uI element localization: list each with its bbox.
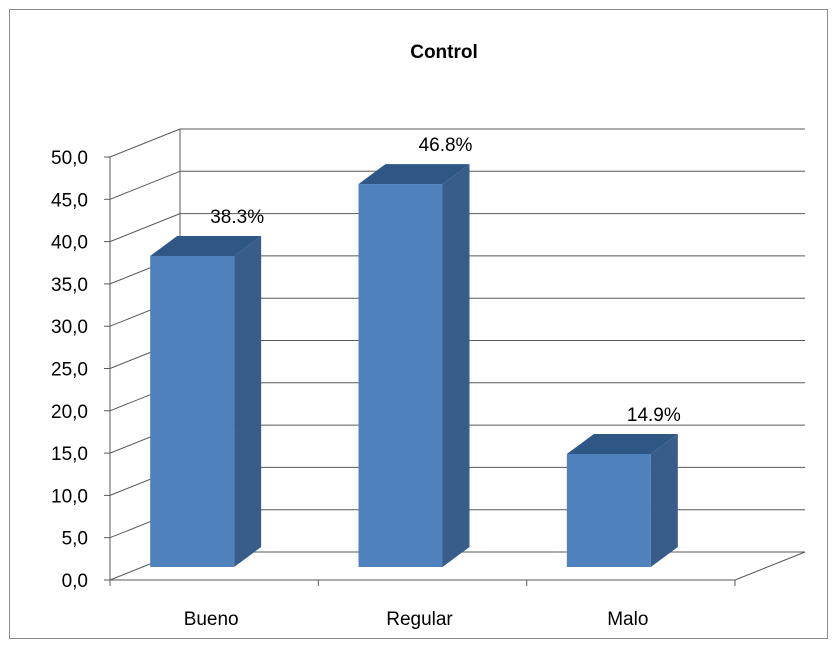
x-category-label: Bueno <box>184 609 239 630</box>
bar-front-face <box>358 184 443 567</box>
bar-side-face <box>442 164 470 567</box>
y-tick-label: 5,0 <box>62 529 88 550</box>
bar-side-face <box>650 433 678 567</box>
chart-title: Control <box>410 42 478 63</box>
y-tick-label: 30,0 <box>51 317 88 338</box>
bar-regular <box>358 164 470 567</box>
y-tick-label: 20,0 <box>51 402 88 423</box>
data-labels: 38.3% 46.8% 14.9% <box>210 135 681 426</box>
y-axis-labels: 0,0 5,0 10,0 15,0 20,0 25,0 30,0 35,0 40,0 45,0 50… <box>51 148 88 592</box>
bar-front-face <box>150 255 235 567</box>
y-tick-label: 10,0 <box>51 486 88 507</box>
y-tick-label: 35,0 <box>51 275 88 296</box>
bar-top-face <box>358 164 470 185</box>
y-tick-label: 15,0 <box>51 444 88 465</box>
x-axis-labels: Bueno Regular Malo <box>184 609 649 630</box>
data-label: 38.3% <box>210 207 264 228</box>
y-tick-label: 45,0 <box>51 190 88 211</box>
x-category-label: Regular <box>386 609 453 630</box>
y-tick-label: 50,0 <box>51 148 88 169</box>
bar-front-face <box>566 453 651 567</box>
bar-top-face <box>150 235 262 256</box>
x-category-label: Malo <box>607 609 648 630</box>
chart-bars <box>150 164 678 567</box>
bar-malo <box>566 433 678 567</box>
bar-side-face <box>234 235 262 567</box>
floor-edge <box>734 551 806 581</box>
gridline-side <box>109 128 181 158</box>
y-tick-label: 40,0 <box>51 233 88 254</box>
chart-walls <box>104 128 806 586</box>
gridline-side <box>109 213 181 243</box>
data-label: 14.9% <box>627 405 681 426</box>
y-tick-label: 0,0 <box>62 571 88 592</box>
bar-top-face <box>566 433 678 454</box>
data-label: 46.8% <box>419 135 473 156</box>
bar-bueno <box>150 235 262 567</box>
y-tick-label: 25,0 <box>51 360 88 381</box>
gridline-side <box>109 170 181 200</box>
